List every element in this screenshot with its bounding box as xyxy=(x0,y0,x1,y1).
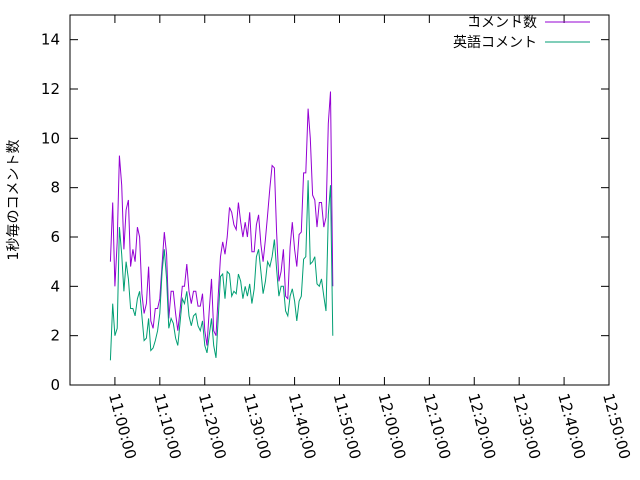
x-tick-label: 11:00:00 xyxy=(105,391,140,461)
x-tick-label: 12:10:00 xyxy=(419,391,454,461)
y-tick-label: 8 xyxy=(50,179,60,197)
x-tick-label: 11:30:00 xyxy=(240,391,275,461)
x-tick-label: 11:40:00 xyxy=(285,391,320,461)
legend-label-0: コメント数 xyxy=(467,15,537,31)
y-tick-label: 10 xyxy=(41,129,60,147)
x-tick-label: 11:20:00 xyxy=(195,391,230,461)
y-ticks: 0 2 4 6 8 10 12 14 xyxy=(41,31,609,394)
x-tick-label: 12:40:00 xyxy=(554,391,589,461)
y-tick-label: 4 xyxy=(50,277,60,295)
y-tick-label: 12 xyxy=(41,80,60,98)
series-lines xyxy=(109,91,334,361)
x-tick-label: 12:00:00 xyxy=(375,391,410,461)
y-axis-title: 1秒毎のコメント数 xyxy=(6,140,22,261)
y-axis-title-group: 1秒毎のコメント数 xyxy=(6,140,22,261)
y-tick-label: 0 xyxy=(50,376,60,394)
legend-label-1: 英語コメント xyxy=(453,34,537,51)
plot-frame xyxy=(69,14,610,386)
x-tick-label: 11:10:00 xyxy=(150,391,185,461)
y-tick-label: 14 xyxy=(41,31,60,49)
x-ticks: 11:00:00 11:10:00 11:20:00 11:30:00 11:40:00… xyxy=(105,15,634,461)
x-tick-label: 12:30:00 xyxy=(509,391,544,461)
series-line-1 xyxy=(109,180,334,361)
y-tick-label: 2 xyxy=(50,327,60,345)
series-line-0 xyxy=(109,91,334,346)
plot-frame-group xyxy=(69,14,610,386)
x-tick-label: 11:50:00 xyxy=(330,391,365,461)
y-tick-label: 6 xyxy=(50,228,60,246)
x-tick-label: 12:20:00 xyxy=(464,391,499,461)
x-tick-label: 12:50:00 xyxy=(599,391,634,461)
